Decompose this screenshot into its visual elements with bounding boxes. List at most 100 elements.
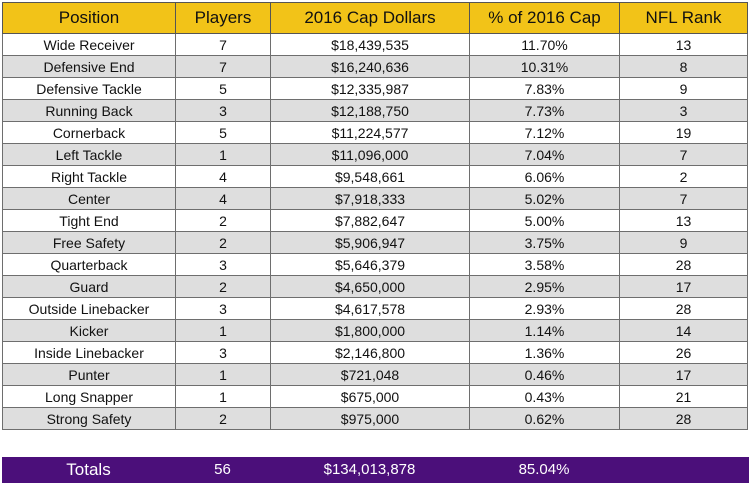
table-row: Kicker 1 $1,800,000 1.14% 14	[2, 319, 748, 342]
cell-cap-dollars: $1,800,000	[270, 319, 470, 342]
cell-nfl-rank: 26	[619, 341, 748, 364]
cell-cap-dollars: $2,146,800	[270, 341, 470, 364]
cell-players: 1	[175, 385, 271, 408]
cell-nfl-rank: 21	[619, 385, 748, 408]
cell-position: Center	[2, 187, 176, 210]
table-row: Wide Receiver 7 $18,439,535 11.70% 13	[2, 33, 748, 56]
cell-pct-of-cap: 0.62%	[469, 407, 620, 430]
cell-pct-of-cap: 1.14%	[469, 319, 620, 342]
cell-position: Left Tackle	[2, 143, 176, 166]
cell-cap-dollars: $18,439,535	[270, 33, 470, 56]
cell-position: Kicker	[2, 319, 176, 342]
cell-nfl-rank: 9	[619, 231, 748, 254]
cell-position: Inside Linebacker	[2, 341, 176, 364]
header-row: Position Players 2016 Cap Dollars % of 2…	[2, 2, 748, 34]
cell-players: 3	[175, 341, 271, 364]
cell-players: 1	[175, 143, 271, 166]
cell-pct-of-cap: 3.58%	[469, 253, 620, 276]
header-players: Players	[175, 2, 271, 34]
cell-players: 2	[175, 275, 271, 298]
cell-pct-of-cap: 7.73%	[469, 99, 620, 122]
cell-position: Defensive Tackle	[2, 77, 176, 100]
table-row: Left Tackle 1 $11,096,000 7.04% 7	[2, 143, 748, 166]
table-row: Defensive End 7 $16,240,636 10.31% 8	[2, 55, 748, 78]
table-row: Free Safety 2 $5,906,947 3.75% 9	[2, 231, 748, 254]
cell-nfl-rank: 13	[619, 209, 748, 232]
cell-position: Right Tackle	[2, 165, 176, 188]
cell-cap-dollars: $5,646,379	[270, 253, 470, 276]
table-row: Defensive Tackle 5 $12,335,987 7.83% 9	[2, 77, 748, 100]
cell-cap-dollars: $4,650,000	[270, 275, 470, 298]
cell-players: 2	[175, 209, 271, 232]
cell-cap-dollars: $12,188,750	[270, 99, 470, 122]
cell-position: Quarterback	[2, 253, 176, 276]
cell-cap-dollars: $675,000	[270, 385, 470, 408]
cell-cap-dollars: $9,548,661	[270, 165, 470, 188]
table-row: Punter 1 $721,048 0.46% 17	[2, 363, 748, 386]
cell-nfl-rank: 9	[619, 77, 748, 100]
cell-pct-of-cap: 7.04%	[469, 143, 620, 166]
table-row: Cornerback 5 $11,224,577 7.12% 19	[2, 121, 748, 144]
header-cap-dollars: 2016 Cap Dollars	[270, 2, 470, 34]
table-header: Position Players 2016 Cap Dollars % of 2…	[2, 2, 748, 34]
cell-nfl-rank: 3	[619, 99, 748, 122]
cell-pct-of-cap: 7.83%	[469, 77, 620, 100]
cap-table: Position Players 2016 Cap Dollars % of 2…	[2, 2, 748, 430]
cell-players: 3	[175, 99, 271, 122]
cell-cap-dollars: $4,617,578	[270, 297, 470, 320]
cell-nfl-rank: 13	[619, 33, 748, 56]
header-pct-of-cap: % of 2016 Cap	[469, 2, 620, 34]
cell-position: Guard	[2, 275, 176, 298]
table-row: Outside Linebacker 3 $4,617,578 2.93% 28	[2, 297, 748, 320]
cell-pct-of-cap: 2.93%	[469, 297, 620, 320]
cell-cap-dollars: $11,096,000	[270, 143, 470, 166]
cell-position: Running Back	[2, 99, 176, 122]
cell-nfl-rank: 17	[619, 275, 748, 298]
cell-cap-dollars: $975,000	[270, 407, 470, 430]
cell-players: 3	[175, 297, 271, 320]
cell-players: 7	[175, 33, 271, 56]
totals-cap-dollars: $134,013,878	[323, 461, 416, 478]
table-row: Center 4 $7,918,333 5.02% 7	[2, 187, 748, 210]
table-row: Running Back 3 $12,188,750 7.73% 3	[2, 99, 748, 122]
cell-position: Outside Linebacker	[2, 297, 176, 320]
totals-players: 56	[214, 461, 231, 478]
cell-players: 5	[175, 121, 271, 144]
table-row: Quarterback 3 $5,646,379 3.58% 28	[2, 253, 748, 276]
cell-players: 3	[175, 253, 271, 276]
cell-players: 1	[175, 363, 271, 386]
cell-nfl-rank: 7	[619, 143, 748, 166]
cell-nfl-rank: 28	[619, 253, 748, 276]
cell-position: Strong Safety	[2, 407, 176, 430]
totals-pct-of-cap: 85.04%	[518, 461, 570, 478]
cell-pct-of-cap: 5.02%	[469, 187, 620, 210]
table-row: Guard 2 $4,650,000 2.95% 17	[2, 275, 748, 298]
table-row: Long Snapper 1 $675,000 0.43% 21	[2, 385, 748, 408]
cell-position: Tight End	[2, 209, 176, 232]
cell-pct-of-cap: 6.06%	[469, 165, 620, 188]
cell-pct-of-cap: 2.95%	[469, 275, 620, 298]
cell-cap-dollars: $7,918,333	[270, 187, 470, 210]
cell-nfl-rank: 19	[619, 121, 748, 144]
totals-label: Totals	[66, 460, 111, 479]
cell-nfl-rank: 2	[619, 165, 748, 188]
cell-cap-dollars: $7,882,647	[270, 209, 470, 232]
cell-position: Punter	[2, 363, 176, 386]
cell-cap-dollars: $5,906,947	[270, 231, 470, 254]
cell-nfl-rank: 17	[619, 363, 748, 386]
cell-pct-of-cap: 5.00%	[469, 209, 620, 232]
cell-nfl-rank: 28	[619, 407, 748, 430]
cell-nfl-rank: 14	[619, 319, 748, 342]
cell-position: Long Snapper	[2, 385, 176, 408]
cell-cap-dollars: $16,240,636	[270, 55, 470, 78]
cell-pct-of-cap: 10.31%	[469, 55, 620, 78]
totals-bar: Totals 56 $134,013,878 85.04%	[2, 457, 749, 483]
cell-players: 1	[175, 319, 271, 342]
cell-players: 2	[175, 231, 271, 254]
cell-cap-dollars: $721,048	[270, 363, 470, 386]
table-row: Right Tackle 4 $9,548,661 6.06% 2	[2, 165, 748, 188]
cell-pct-of-cap: 11.70%	[469, 33, 620, 56]
cell-nfl-rank: 8	[619, 55, 748, 78]
cell-players: 4	[175, 165, 271, 188]
cell-players: 4	[175, 187, 271, 210]
